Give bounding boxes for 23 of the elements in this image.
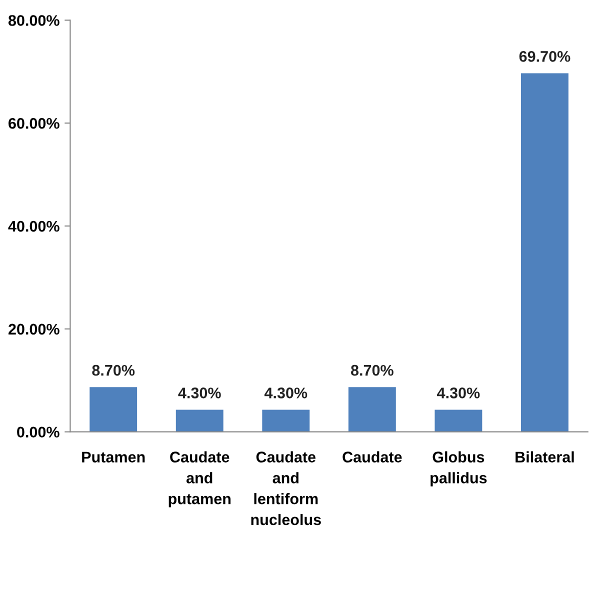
x-tick-label: Putamen — [82, 452, 145, 463]
data-label: 8.70% — [351, 364, 394, 376]
bar — [348, 387, 396, 432]
y-tick-label: 40.00% — [8, 220, 60, 232]
bar — [176, 410, 224, 432]
bar — [434, 410, 482, 432]
x-tick-label: Caudate and lentiform nucleolus — [251, 451, 321, 526]
data-label: 69.70% — [519, 51, 570, 62]
x-tick-label: Caudate and putamen — [168, 451, 231, 508]
data-label: 4.30% — [264, 388, 308, 398]
bar — [90, 387, 138, 432]
y-tick-label: 0.00% — [17, 426, 60, 438]
bar — [520, 73, 568, 432]
x-tick-label: Bilateral — [516, 451, 574, 463]
data-label: 4.30% — [437, 388, 480, 398]
x-tick-label: Caudate — [342, 451, 402, 463]
y-tick-label: 80.00% — [8, 15, 60, 26]
y-tick-label: 20.00% — [8, 324, 60, 335]
y-tick-label: 60.00% — [8, 118, 60, 129]
data-label: 8.70% — [92, 364, 135, 376]
bar — [262, 410, 310, 432]
x-tick-label: Globus pallidus — [430, 451, 487, 486]
data-label: 4.30% — [178, 388, 221, 398]
